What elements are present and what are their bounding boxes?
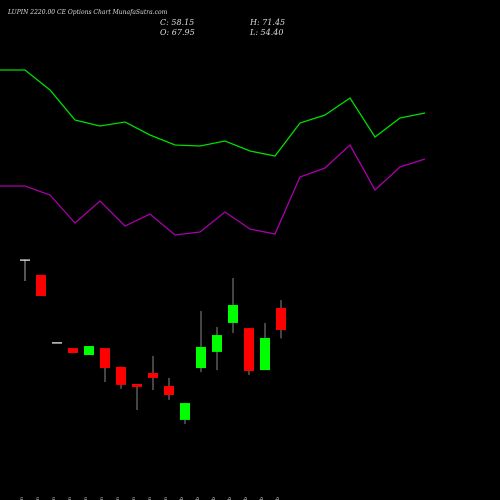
x-tick-label: 23 Jan — [83, 497, 89, 500]
x-tick-label: 03 Feb — [195, 497, 201, 500]
indicator-line — [0, 143, 426, 236]
indicator-line — [0, 69, 426, 157]
candle-body — [84, 346, 94, 356]
chart-title: LUPIN 2220.00 CE Options Chart MunafaSut… — [7, 9, 168, 16]
open-label: O: 67.95 — [160, 28, 195, 37]
candle-body — [212, 335, 222, 352]
x-tick-label: 16 Jan — [51, 497, 57, 500]
x-tick-label: 27 Jan — [99, 497, 105, 500]
candle-body — [260, 337, 270, 371]
candle-body — [196, 346, 206, 369]
x-tick-label: 05 Feb — [227, 497, 233, 500]
x-tick-label: 28 Jan — [115, 497, 121, 500]
x-tick-label: 07 Feb — [259, 497, 265, 500]
x-tick-label: 29 Jan — [131, 497, 137, 500]
candle-body — [36, 274, 46, 297]
x-tick-label: 30 Jan — [147, 497, 153, 500]
candle-body — [228, 304, 238, 323]
candle-body — [180, 403, 190, 420]
candle-body — [100, 348, 110, 369]
candle-body — [244, 328, 254, 371]
candle-body — [164, 386, 174, 395]
close-label: C: 58.15 — [160, 18, 194, 27]
candle-body — [116, 366, 126, 385]
low-label: L: 54.40 — [249, 28, 283, 37]
x-tick-label: 10 Feb — [275, 497, 281, 500]
candle-body — [148, 372, 158, 378]
candle-body — [68, 348, 78, 354]
x-tick-label: 21 Jan — [67, 497, 73, 500]
x-tick-label: 06 Feb — [243, 497, 249, 500]
candle-body — [132, 383, 142, 387]
x-tick-label: 01 Feb — [179, 497, 185, 500]
x-tick-label: 04 Feb — [211, 497, 217, 500]
x-tick-label: 07 Jan — [19, 497, 25, 500]
x-tick-label: 31 Jan — [163, 497, 169, 500]
x-tick-label: 14 Jan — [35, 497, 41, 500]
candle-body — [276, 308, 286, 331]
high-label: H: 71.45 — [249, 18, 285, 27]
